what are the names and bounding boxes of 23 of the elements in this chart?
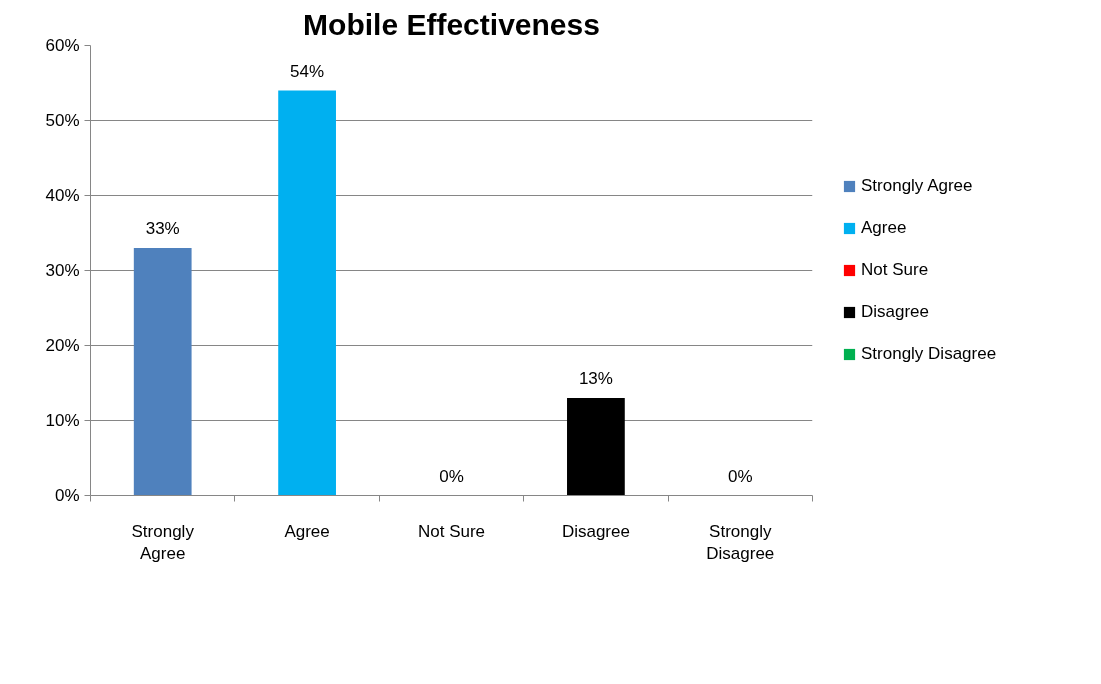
data-label: 13%	[578, 369, 613, 388]
legend-label: Agree	[861, 218, 907, 238]
chart-title: Mobile Effectiveness	[303, 7, 600, 41]
legend-label: Not Sure	[861, 260, 929, 280]
data-label: 0%	[728, 466, 753, 486]
legend-label: Strongly Disagree	[861, 344, 997, 364]
legend-label: Disagree	[861, 302, 930, 322]
y-tick-label: 40%	[45, 186, 80, 205]
y-tick-label: 60%	[45, 36, 80, 55]
y-tick-label: 30%	[45, 261, 80, 280]
x-tick-label: Strongly Disagree	[706, 521, 775, 564]
y-tick-label: 50%	[45, 111, 80, 130]
x-tick-label: Disagree	[561, 521, 630, 541]
data-label: 33%	[145, 219, 180, 238]
x-tick-label: Strongly Agree	[131, 521, 195, 564]
y-tick-label: 0%	[54, 486, 80, 505]
y-tick-label: 20%	[45, 336, 80, 355]
x-tick-label: Not Sure	[417, 521, 486, 541]
data-label: 54%	[290, 61, 325, 81]
legend-label: Strongly Agree	[861, 176, 973, 196]
data-label: 0%	[439, 466, 464, 486]
y-tick-label: 10%	[45, 411, 80, 430]
x-tick-label: Agree	[284, 521, 330, 541]
